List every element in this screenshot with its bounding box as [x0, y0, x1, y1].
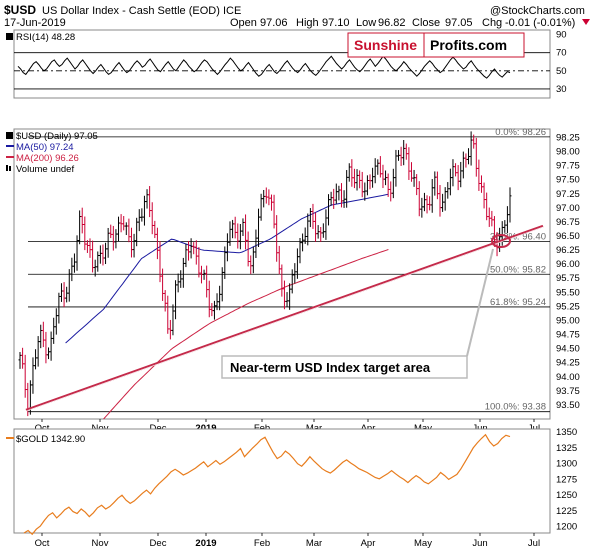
usd-y-tick-label: 96.00: [556, 259, 580, 270]
gold-x-tick-label: Feb: [254, 538, 270, 549]
usd-y-tick-label: 94.75: [556, 330, 580, 341]
fib-label: 38.2%: 96.40: [490, 232, 546, 243]
fib-label: 61.8%: 95.24: [490, 297, 546, 308]
high-value: 97.10: [322, 17, 350, 29]
usd-y-tick-label: 96.50: [556, 231, 580, 242]
rsi-legend-swatch: [6, 33, 13, 40]
rsi-y-ticks: 90 70 50 30: [556, 30, 567, 95]
down-arrow-icon: [582, 19, 590, 25]
chg-value: -0.01 (-0.01%): [505, 17, 575, 29]
close-value: 97.05: [445, 17, 473, 29]
low-label: Low: [356, 17, 376, 29]
usd-y-tick-label: 95.25: [556, 301, 580, 312]
usd-y-tick-label: 96.75: [556, 217, 580, 228]
gold-x-tick-label: Jul: [528, 538, 540, 549]
gold-y-tick-label: 1350: [556, 427, 577, 438]
logo-box-left: [347, 32, 425, 58]
ma200-line: [103, 249, 389, 420]
callout-pointer: [466, 248, 494, 357]
usd-y-tick-label: 95.00: [556, 315, 580, 326]
usd-y-tick-label: 93.50: [556, 400, 580, 411]
gold-legend: $GOLD 1342.90: [16, 434, 85, 445]
usd-y-tick-label: 93.75: [556, 386, 580, 397]
callout-text: Near-term USD Index target area: [230, 360, 431, 375]
usd-y-ticks: 98.25 98.00 97.75 97.50 97.25 97.00 96.75 96.50…: [556, 132, 580, 410]
price-bars: [18, 131, 512, 417]
callout-box: [221, 355, 468, 379]
rsi-series-line: [17, 55, 511, 79]
ma50-legend: MA(50) 97.24: [16, 142, 74, 153]
fibonacci-levels: 0.0%: 98.26 38.2%: 96.40 50.0%: 95.82 61.8%…: [28, 127, 550, 413]
volume-legend-bar-2: [9, 166, 11, 171]
open-label: Open: [230, 17, 257, 29]
ma200-legend: MA(200) 96.26: [16, 153, 79, 164]
usd-y-tick-label: 98.00: [556, 147, 580, 158]
gold-series-line: [23, 433, 511, 536]
logo-text-profits: Profits.com: [430, 37, 507, 53]
gold-x-tick-label: Jun: [472, 538, 487, 549]
volume-legend-bar-1: [6, 165, 8, 171]
usd-y-tick-label: 98.25: [556, 132, 580, 143]
support-trendline-highlight: [25, 226, 544, 412]
gold-y-tick-label: 1200: [556, 522, 577, 533]
gold-x-tick-label: Dec: [150, 538, 167, 549]
gold-y-tick-label: 1300: [556, 459, 577, 470]
high-label: High: [296, 17, 319, 29]
watermark: @StockCharts.com: [490, 5, 585, 17]
usd-y-tick-label: 94.25: [556, 358, 580, 369]
support-trendline: [25, 224, 544, 412]
close-label: Close: [412, 17, 440, 29]
usd-y-tick-label: 94.50: [556, 344, 580, 355]
gold-y-tick-label: 1325: [556, 443, 577, 454]
usd-y-tick-label: 97.00: [556, 203, 580, 214]
gold-y-tick-label: 1275: [556, 474, 577, 485]
chart-date: 17-Jun-2019: [4, 17, 66, 29]
target-circle: [491, 234, 511, 248]
chg-label: Chg: [482, 17, 502, 29]
gold-y-tick-label: 1225: [556, 506, 577, 517]
rsi-y-tick-label: 70: [556, 48, 567, 59]
gold-x-tick-label: May: [414, 538, 432, 549]
volume-legend: Volume undef: [16, 164, 74, 175]
gold-panel: [13, 428, 551, 534]
logo-text-sunshine: Sunshine: [354, 37, 417, 53]
usd-y-tick-label: 97.75: [556, 161, 580, 172]
gold-x-ticks: Oct Nov Dec 2019 Feb Mar Apr May Jun Jul: [35, 533, 540, 549]
rsi-y-tick-label: 90: [556, 30, 567, 41]
open-value: 97.06: [260, 17, 288, 29]
gold-x-tick-label: 2019: [195, 538, 216, 549]
usd-y-tick-label: 97.50: [556, 175, 580, 186]
rsi-legend: RSI(14) 48.28: [16, 32, 75, 43]
usd-y-tick-label: 95.75: [556, 273, 580, 284]
rsi-y-tick-label: 50: [556, 66, 567, 77]
usd-legend-swatch: [6, 132, 13, 139]
fib-label: 50.0%: 95.82: [490, 264, 546, 275]
instrument-name: US Dollar Index - Cash Settle (EOD) ICE: [42, 5, 241, 17]
gold-x-tick-label: Nov: [92, 538, 109, 549]
gold-x-tick-label: Apr: [361, 538, 376, 549]
gold-x-tick-label: Oct: [35, 538, 50, 549]
fib-label: 100.0%: 93.38: [485, 402, 546, 413]
usd-y-tick-label: 97.25: [556, 189, 580, 200]
fib-label: 0.0%: 98.26: [495, 127, 546, 138]
gold-x-tick-label: Mar: [306, 538, 322, 549]
usd-y-tick-label: 96.25: [556, 245, 580, 256]
low-value: 96.82: [378, 17, 406, 29]
usd-legend: $USD (Daily) 97.05: [16, 131, 98, 142]
symbol: $USD: [4, 3, 36, 17]
usd-y-tick-label: 95.50: [556, 287, 580, 298]
gold-y-ticks: 1350 1325 1300 1275 1250 1225 1200: [556, 427, 577, 533]
usd-y-tick-label: 94.00: [556, 372, 580, 383]
rsi-y-tick-label: 30: [556, 84, 567, 95]
logo-box-right: [423, 32, 525, 58]
gold-y-tick-label: 1250: [556, 490, 577, 501]
